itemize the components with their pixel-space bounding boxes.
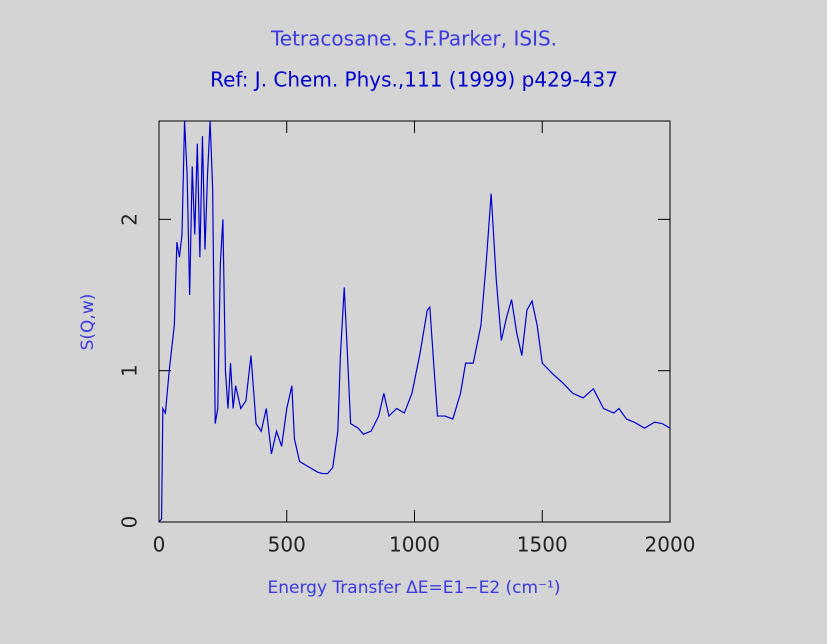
- y-tick-label: 2: [118, 213, 142, 226]
- chart-subtitle: Ref: J. Chem. Phys.,111 (1999) p429-437: [210, 68, 618, 92]
- y-axis-label: S(Q,w): [78, 294, 98, 351]
- y-tick-label: 0: [118, 516, 142, 529]
- x-tick-label: 0: [153, 533, 166, 557]
- x-tick-label: 1500: [517, 533, 568, 557]
- spectrum-line: [159, 121, 670, 522]
- x-tick-label: 500: [268, 533, 306, 557]
- chart-title: Tetracosane. S.F.Parker, ISIS.: [270, 27, 557, 51]
- y-tick-label: 1: [118, 364, 142, 377]
- plot-area: [159, 121, 670, 522]
- x-axis-label: Energy Transfer ΔE=E1−E2 (cm⁻¹): [267, 578, 560, 598]
- x-tick-label: 1000: [389, 533, 440, 557]
- x-tick-label: 2000: [645, 533, 696, 557]
